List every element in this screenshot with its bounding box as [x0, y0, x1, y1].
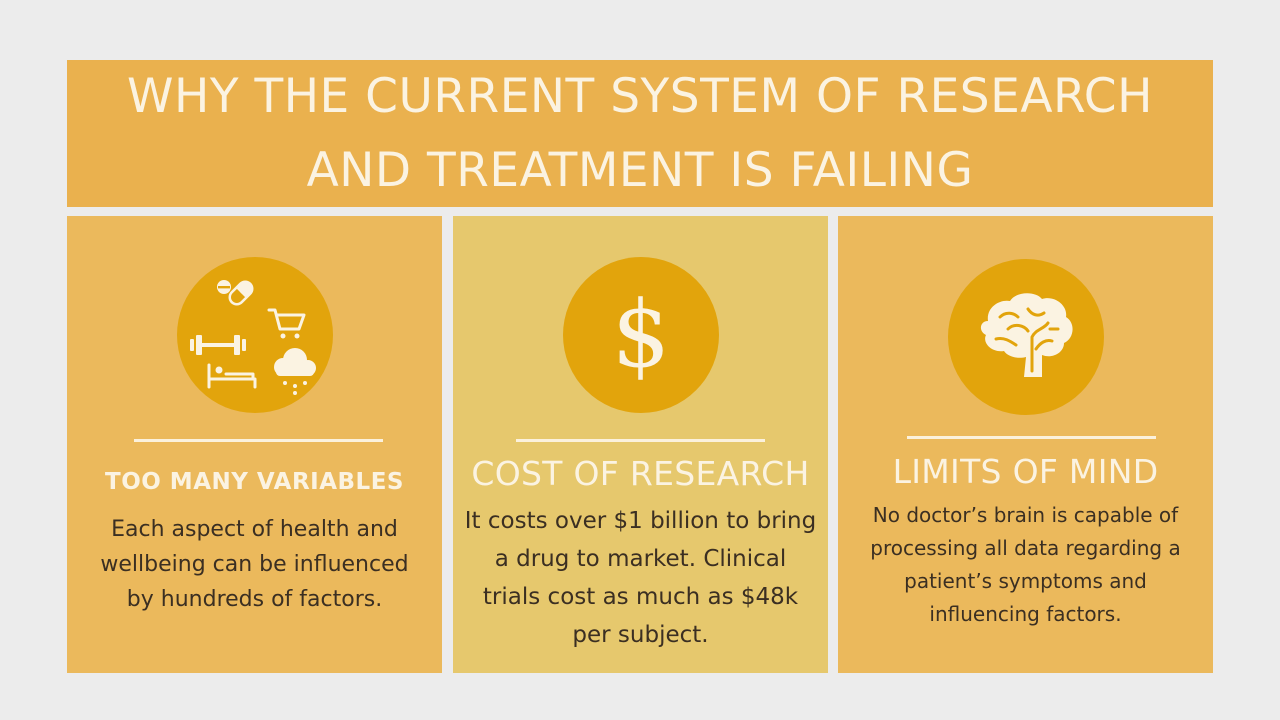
panel-title: LIMITS OF MIND — [892, 452, 1159, 491]
dumbbell-icon — [189, 335, 246, 355]
panel-cost-of-research: $ COST OF RESEARCH It costs over $1 bill… — [453, 216, 828, 673]
header-banner: WHY THE CURRENT SYSTEM OF RESEARCH AND T… — [67, 60, 1213, 207]
rain-cloud-icon — [273, 348, 316, 395]
panel-title: COST OF RESEARCH — [471, 454, 810, 493]
divider-line — [907, 436, 1156, 439]
panel-description: It costs over $1 billion to bring a drug… — [464, 508, 817, 648]
page-title: WHY THE CURRENT SYSTEM OF RESEARCH AND T… — [127, 68, 1153, 198]
panel-description: Each aspect of health and wellbeing can … — [100, 517, 409, 612]
panel-description: No doctor’s brain is capable of processi… — [870, 503, 1181, 626]
shopping-cart-icon — [267, 308, 305, 339]
variables-icon-circle — [176, 257, 333, 413]
pills-icon — [216, 280, 253, 306]
brain-icon — [980, 293, 1073, 377]
panel-too-many-variables: TOO MANY VARIABLES Each aspect of health… — [67, 216, 442, 673]
divider-line — [134, 439, 383, 442]
divider-line — [516, 439, 765, 442]
brain-icon-circle — [947, 259, 1104, 415]
bed-icon — [207, 363, 256, 389]
dollar-icon: $ — [611, 281, 670, 388]
panel-limits-of-mind: LIMITS OF MIND No doctor’s brain is capa… — [838, 216, 1213, 673]
panel-title: TOO MANY VARIABLES — [105, 469, 404, 495]
dollar-icon-circle: $ — [562, 257, 719, 413]
